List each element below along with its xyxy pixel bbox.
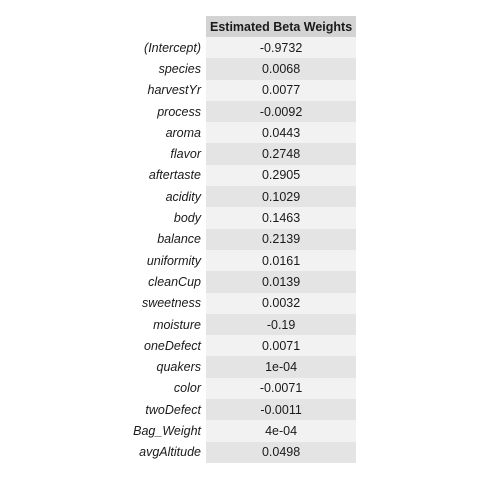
row-label: (Intercept) <box>128 37 206 59</box>
table-row: (Intercept) -0.9732 <box>128 37 357 59</box>
table-row: color -0.0071 <box>128 377 357 400</box>
beta-weight-value: 0.0077 <box>206 79 357 101</box>
beta-weight-value: -0.19 <box>206 313 357 336</box>
table-row: sweetness 0.0032 <box>128 292 357 314</box>
row-label: process <box>128 100 206 123</box>
row-label: acidity <box>128 186 206 208</box>
header-corner-cell <box>128 16 206 37</box>
beta-weight-value: 0.1463 <box>206 207 357 229</box>
table-row: body 0.1463 <box>128 207 357 229</box>
row-label: color <box>128 377 206 400</box>
row-label: species <box>128 58 206 80</box>
table-row: acidity 0.1029 <box>128 186 357 208</box>
row-label: harvestYr <box>128 79 206 101</box>
beta-weight-value: 0.0032 <box>206 292 357 314</box>
beta-weight-value: 0.0443 <box>206 122 357 144</box>
table-row: uniformity 0.0161 <box>128 249 357 272</box>
beta-weight-value: 0.1029 <box>206 186 357 208</box>
row-label: aftertaste <box>128 164 206 187</box>
beta-weight-value: 0.2905 <box>206 164 357 187</box>
beta-weight-value: 1e-04 <box>206 356 357 378</box>
column-header-beta-weights: Estimated Beta Weights <box>206 16 357 37</box>
table-row: twoDefect -0.0011 <box>128 399 357 421</box>
table-row: cleanCup 0.0139 <box>128 271 357 293</box>
beta-weight-value: -0.0011 <box>206 399 357 421</box>
beta-weight-value: -0.0071 <box>206 377 357 400</box>
row-label: twoDefect <box>128 399 206 421</box>
table-row: quakers 1e-04 <box>128 356 357 378</box>
table-row: moisture -0.19 <box>128 313 357 336</box>
beta-weight-value: -0.9732 <box>206 37 357 59</box>
row-label: flavor <box>128 143 206 165</box>
beta-weight-value: 0.2748 <box>206 143 357 165</box>
row-label: avgAltitude <box>128 441 206 463</box>
beta-weight-value: 0.2139 <box>206 228 357 250</box>
beta-weights-table: Estimated Beta Weights (Intercept) -0.973… <box>128 16 357 463</box>
row-label: quakers <box>128 356 206 378</box>
table-row: aroma 0.0443 <box>128 122 357 144</box>
beta-weight-value: 0.0161 <box>206 249 357 272</box>
row-label: balance <box>128 228 206 250</box>
row-label: Bag_Weight <box>128 420 206 442</box>
table-row: avgAltitude 0.0498 <box>128 441 357 463</box>
table-header-row: Estimated Beta Weights <box>128 16 357 37</box>
beta-weight-value: -0.0092 <box>206 100 357 123</box>
table-row: aftertaste 0.2905 <box>128 164 357 187</box>
row-label: sweetness <box>128 292 206 314</box>
table-row: species 0.0068 <box>128 58 357 80</box>
beta-weight-value: 0.0071 <box>206 335 357 357</box>
beta-weight-value: 0.0139 <box>206 271 357 293</box>
beta-weight-value: 4e-04 <box>206 420 357 442</box>
beta-weight-value: 0.0498 <box>206 441 357 463</box>
beta-weight-value: 0.0068 <box>206 58 357 80</box>
row-label: aroma <box>128 122 206 144</box>
table-row: balance 0.2139 <box>128 228 357 250</box>
row-label: body <box>128 207 206 229</box>
row-label: cleanCup <box>128 271 206 293</box>
row-label: uniformity <box>128 249 206 272</box>
table-body: (Intercept) -0.9732 species 0.0068 harvestYr… <box>128 37 357 463</box>
table-row: harvestYr 0.0077 <box>128 79 357 101</box>
table-row: flavor 0.2748 <box>128 143 357 165</box>
table-row: oneDefect 0.0071 <box>128 335 357 357</box>
row-label: oneDefect <box>128 335 206 357</box>
table-row: process -0.0092 <box>128 100 357 123</box>
row-label: moisture <box>128 313 206 336</box>
table-row: Bag_Weight 4e-04 <box>128 420 357 442</box>
